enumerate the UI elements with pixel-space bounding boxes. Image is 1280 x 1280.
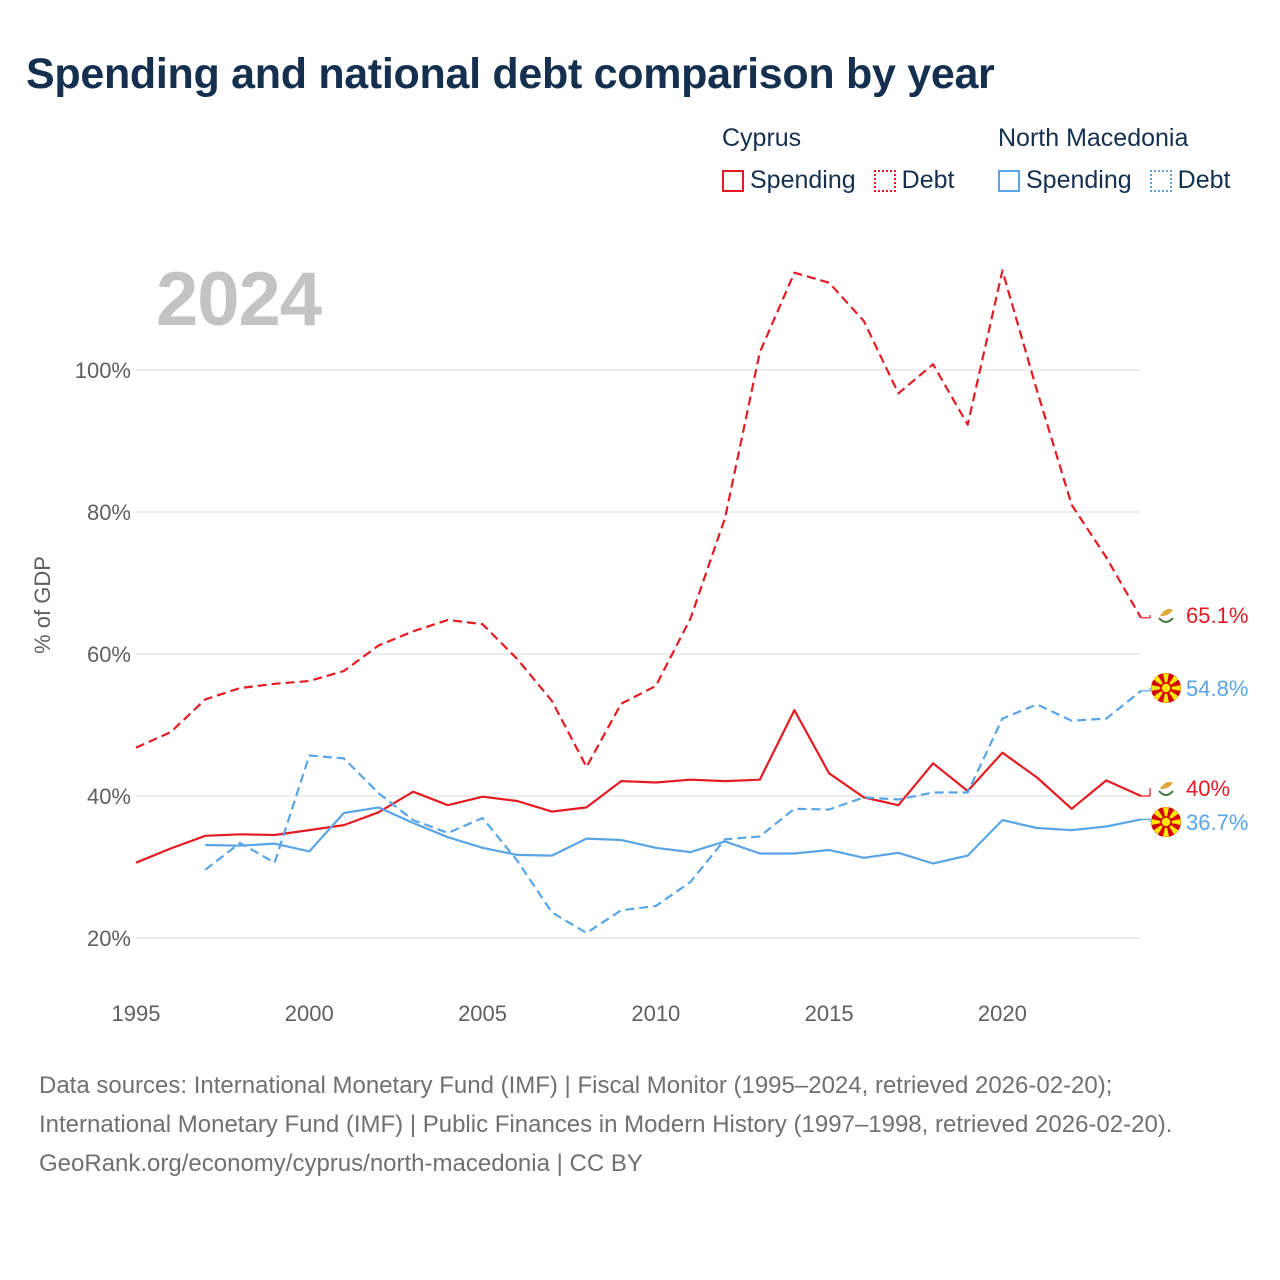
series-line-cyprus-debt — [135, 269, 1142, 769]
x-tick-label: 2005 — [458, 1001, 507, 1026]
legend-label-cyprus-debt: Debt — [901, 166, 955, 194]
legend-country-north-macedonia: North Macedonia — [998, 124, 1189, 152]
legend-swatch-north-macedonia-debt — [1149, 169, 1172, 192]
cyprus-flag-icon — [1157, 606, 1175, 624]
legend-country-cyprus: Cyprus — [722, 124, 802, 152]
y-tick-label: 80% — [87, 500, 131, 525]
end-connector-cyprus-spending — [1141, 788, 1151, 797]
data-sources-note: Data sources: International Monetary Fun… — [39, 1072, 1173, 1138]
x-tick-label: 2000 — [285, 1001, 334, 1026]
end-connector-cyprus-debt — [1141, 615, 1151, 619]
cyprus-flag-icon — [1157, 779, 1175, 797]
legend-label-cyprus-spending: Spending — [750, 166, 856, 194]
chart-title: Spending and national debt comparison by… — [26, 50, 995, 98]
y-tick-label: 100% — [75, 358, 131, 383]
series-lines — [135, 269, 1142, 935]
x-tick-label: 2020 — [978, 1001, 1027, 1026]
legend-label-north-macedonia-spending: Spending — [1026, 166, 1132, 194]
end-value-label-cyprus-debt: 65.1% — [1186, 603, 1248, 628]
end-labels: 65.1% 40% 54.8% 36.7% — [1141, 603, 1248, 837]
grid-lines — [136, 369, 1141, 939]
series-line-cyprus-spending — [135, 708, 1142, 864]
north-macedonia-flag-icon — [1151, 807, 1181, 837]
end-value-label-cyprus-spending: 40% — [1186, 776, 1230, 801]
y-tick-label: 60% — [87, 642, 131, 667]
legend-label-north-macedonia-debt: Debt — [1177, 166, 1231, 194]
x-tick-label: 2015 — [805, 1001, 854, 1026]
north-macedonia-flag-icon — [1151, 673, 1181, 703]
legend-swatch-north-macedonia-spending — [998, 169, 1020, 192]
legend-cyprus: Cyprus Spending Debt — [722, 124, 972, 195]
line-chart: 20% 40% 60% 80% 100% 1995 2000 2005 2010 2015 2020… — [30, 269, 1248, 1026]
x-tick-label: 1995 — [112, 1001, 161, 1026]
y-tick-label: 40% — [87, 784, 131, 809]
legend-item-cyprus-spending[interactable]: Spending — [722, 166, 856, 195]
legend-swatch-cyprus-debt — [873, 169, 896, 192]
end-connector-north-macedonia-debt — [1141, 688, 1151, 692]
legend-north-macedonia: North Macedonia Spending Debt — [998, 124, 1248, 195]
y-tick-label: 20% — [87, 926, 131, 951]
end-connector-north-macedonia-spending — [1141, 818, 1151, 822]
legend-item-cyprus-debt[interactable]: Debt — [873, 166, 955, 195]
legend-item-north-macedonia-spending[interactable]: Spending — [998, 166, 1132, 195]
legend-swatch-cyprus-spending — [722, 169, 744, 192]
end-value-label-north-macedonia-debt: 54.8% — [1186, 676, 1248, 701]
series-line-north-macedonia-debt — [204, 690, 1142, 935]
legend-item-north-macedonia-debt[interactable]: Debt — [1149, 166, 1231, 195]
footer: Data sources: International Monetary Fun… — [39, 1066, 1239, 1183]
x-tick-label: 2010 — [631, 1001, 680, 1026]
series-line-north-macedonia-spending — [205, 806, 1142, 865]
current-year-label: 2024 — [156, 257, 322, 342]
end-value-label-north-macedonia-spending: 36.7% — [1186, 810, 1248, 835]
axes: 20% 40% 60% 80% 100% 1995 2000 2005 2010 2015 2020… — [30, 358, 1027, 1026]
source-credit-link[interactable]: GeoRank.org/economy/cyprus/north-macedon… — [39, 1150, 643, 1177]
y-axis-title: % of GDP — [30, 556, 55, 654]
